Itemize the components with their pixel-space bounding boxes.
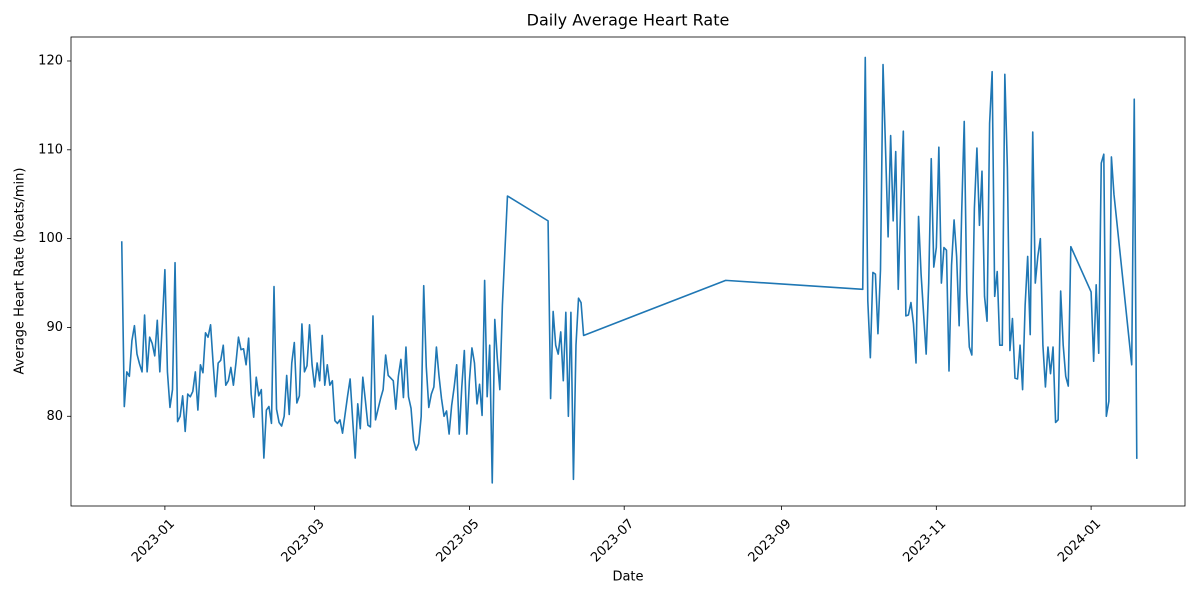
chart-title: Daily Average Heart Rate <box>527 11 730 30</box>
plot-frame <box>70 36 1186 507</box>
y-tick-label: 90 <box>46 320 63 335</box>
y-axis-label: Average Heart Rate (beats/min) <box>13 168 28 375</box>
x-axis-label: Date <box>612 570 643 585</box>
y-tick-label: 100 <box>38 231 63 246</box>
line-series <box>120 56 1138 484</box>
y-tick-label: 80 <box>46 409 63 424</box>
y-tick-label: 110 <box>38 142 63 157</box>
y-tick-label: 120 <box>38 53 63 68</box>
